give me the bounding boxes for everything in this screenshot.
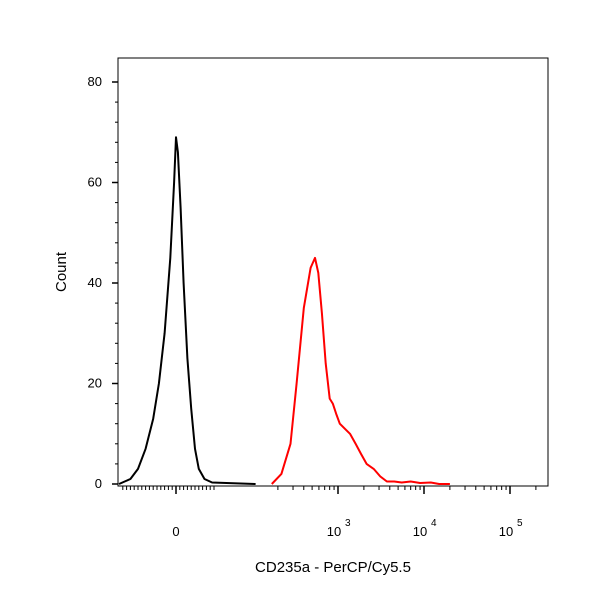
histogram-series-2	[271, 256, 450, 485]
x-tick-exponent: 3	[345, 518, 351, 529]
x-axis: 0 10 3 10 4 10 5	[122, 486, 537, 539]
x-axis-title: CD235a - PerCP/Cy5.5	[255, 559, 411, 576]
histogram-series-1	[118, 136, 256, 485]
y-axis-title: Count	[53, 251, 70, 292]
y-tick-label: 40	[88, 275, 102, 290]
x-tick-label: 10	[499, 524, 513, 539]
y-axis: 0 20 40 60 80	[88, 74, 118, 491]
x-tick-label: 0	[172, 524, 179, 539]
x-tick-exponent: 4	[431, 518, 437, 529]
y-tick-label: 0	[95, 476, 102, 491]
x-tick-label: 10	[413, 524, 427, 539]
series-layer	[118, 136, 450, 485]
y-tick-label: 20	[88, 376, 102, 391]
x-tick-exponent: 5	[517, 518, 523, 529]
plot-frame	[117, 57, 549, 487]
y-tick-label: 60	[88, 175, 102, 190]
x-tick-label: 10	[327, 524, 341, 539]
y-tick-label: 80	[88, 74, 102, 89]
